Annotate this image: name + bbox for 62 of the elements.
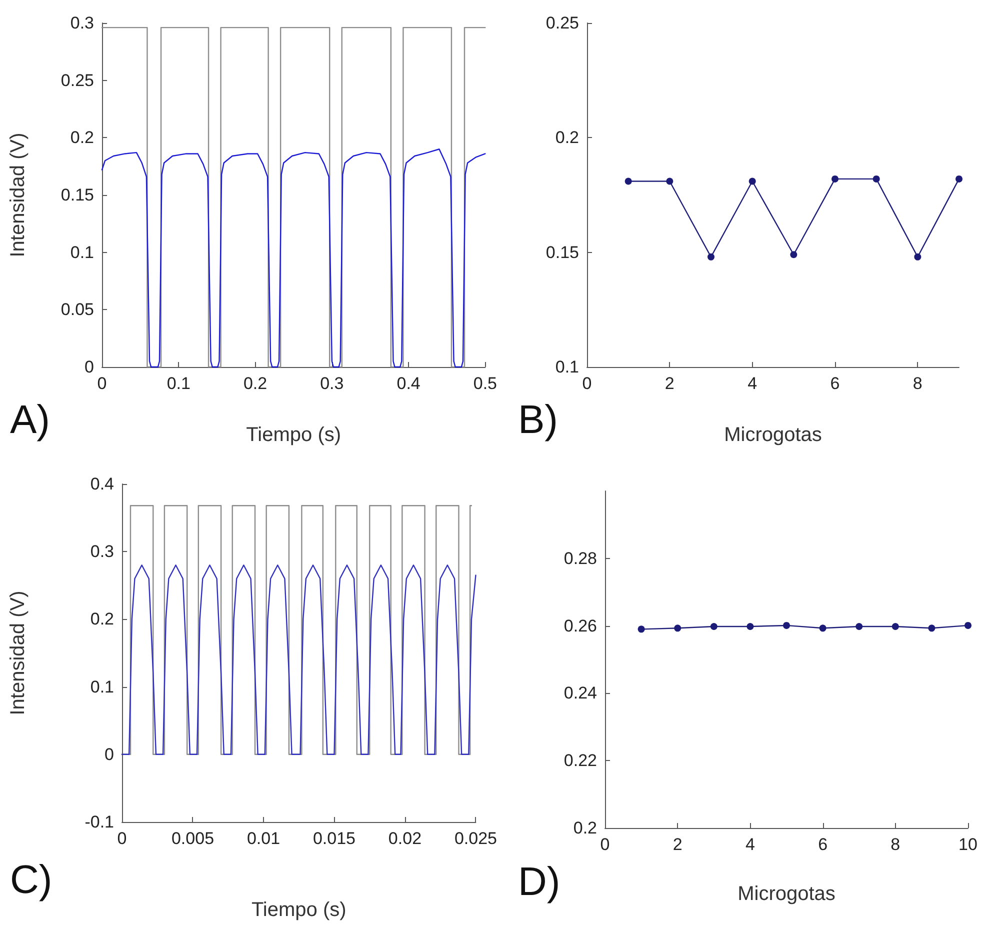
x-tick-label: 0 xyxy=(600,835,610,854)
y-tick-label: 0.1 xyxy=(70,242,94,262)
x-tick-label: 0.3 xyxy=(320,374,344,393)
x-tick-label: 4 xyxy=(745,835,755,854)
y-axis-title: Intensidad (V) xyxy=(7,132,29,258)
x-tick-label: 6 xyxy=(818,835,828,854)
y-tick-label: 0.24 xyxy=(564,684,597,703)
y-tick-label: 0.2 xyxy=(555,128,579,148)
y-tick-label: 0 xyxy=(104,744,114,764)
x-tick-label: 4 xyxy=(748,374,758,393)
point xyxy=(624,178,632,185)
y-tick-label: 0.25 xyxy=(546,14,579,32)
y-tick-label: 0.1 xyxy=(555,358,579,376)
x-tick-label: 0.4 xyxy=(396,374,420,393)
x-tick-label: 8 xyxy=(912,374,922,393)
y-axis-title: Intensidad (V) xyxy=(7,590,29,716)
x-tick-label: 0.015 xyxy=(312,829,356,848)
y-tick-label: 0.2 xyxy=(70,128,94,148)
x-tick-label: 0.1 xyxy=(166,374,190,393)
point xyxy=(914,253,922,260)
x-tick-label: 2 xyxy=(664,374,674,393)
y-tick-label: 0.15 xyxy=(546,242,579,262)
x-tick-label: 0.02 xyxy=(388,829,422,848)
x-tick-label: 0 xyxy=(117,829,127,848)
text: A) xyxy=(10,398,50,442)
x-tick-label: 0.005 xyxy=(171,829,214,848)
x-axis-title: Tiempo (s) xyxy=(251,899,346,921)
y-tick-label: 0.3 xyxy=(90,542,114,562)
text: D) xyxy=(518,860,560,904)
y-tick-label: 0.22 xyxy=(564,751,597,770)
y-tick-label: 0.15 xyxy=(60,186,94,204)
x-tick-label: 6 xyxy=(830,374,840,393)
point xyxy=(748,178,756,185)
y-tick-label: 0.3 xyxy=(70,14,94,32)
x-axis-title: Microgotas xyxy=(724,424,822,446)
point xyxy=(790,251,798,258)
line-series xyxy=(121,564,476,755)
y-tick-label: 0.28 xyxy=(564,548,597,568)
text: B) xyxy=(518,398,558,442)
y-tick-label: 0.1 xyxy=(90,677,114,696)
point xyxy=(956,175,962,182)
y-tick-label: 0.05 xyxy=(60,300,94,320)
x-tick-label: 10 xyxy=(958,835,978,854)
y-tick-label: 0.4 xyxy=(90,474,114,494)
x-tick-label: 2 xyxy=(672,835,682,854)
x-tick-label: 0.01 xyxy=(246,829,280,848)
y-tick-label: 0 xyxy=(84,358,94,376)
point xyxy=(708,253,714,260)
x-tick-label: 0.2 xyxy=(243,374,268,393)
point xyxy=(666,178,674,185)
y-tick-label: 0.26 xyxy=(564,616,597,636)
y-tick-label: 0.2 xyxy=(90,610,114,629)
text: C) xyxy=(10,858,52,902)
y-tick-label: -0.1 xyxy=(84,812,114,832)
x-tick-label: 8 xyxy=(890,835,900,854)
point xyxy=(872,175,880,182)
y-tick-label: 0.25 xyxy=(60,70,94,90)
x-axis-title: Tiempo (s) xyxy=(246,424,342,446)
point xyxy=(832,175,838,182)
x-tick-label: 0.5 xyxy=(473,374,498,393)
x-tick-label: 0.025 xyxy=(454,829,498,848)
x-axis-title: Microgotas xyxy=(738,883,836,905)
